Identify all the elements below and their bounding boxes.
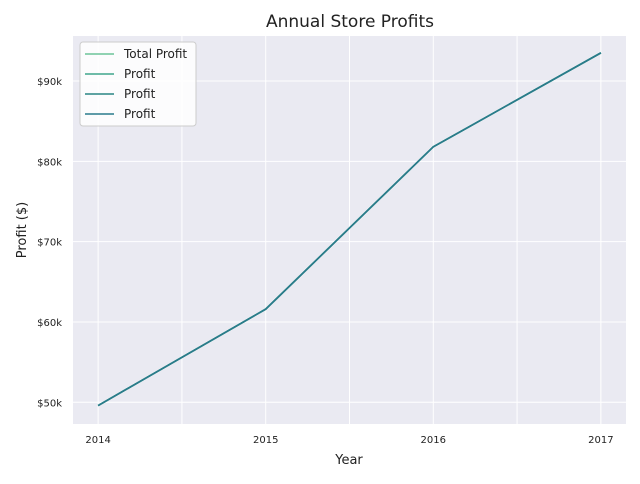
legend-label: Total Profit bbox=[123, 47, 187, 61]
x-tick-label: 2016 bbox=[421, 435, 446, 446]
legend-label: Profit bbox=[124, 87, 156, 101]
legend-label: Profit bbox=[124, 67, 156, 81]
legend-label: Profit bbox=[124, 107, 156, 121]
x-tick-label: 2017 bbox=[588, 435, 613, 446]
legend: Total Profit Profit Profit Profit bbox=[79, 41, 197, 127]
x-tick-label: 2014 bbox=[85, 435, 110, 446]
series-lines bbox=[97, 52, 602, 407]
y-tick-label: $60k bbox=[37, 318, 62, 329]
y-tick-label: $80k bbox=[37, 157, 62, 168]
axis-ticks: 2014 2015 2016 2017 $50k $60k $70k $80k $90k bbox=[37, 77, 613, 446]
y-tick-label: $90k bbox=[37, 77, 62, 88]
grid-lines bbox=[73, 36, 626, 424]
series-line-4 bbox=[97, 52, 602, 407]
legend-box bbox=[79, 41, 197, 127]
x-tick-label: 2015 bbox=[253, 435, 278, 446]
y-axis-label: Profit ($) bbox=[15, 202, 30, 258]
y-tick-label: $50k bbox=[37, 398, 62, 409]
chart-title: Annual Store Profits bbox=[266, 12, 434, 32]
x-axis-label: Year bbox=[334, 453, 363, 468]
y-tick-label: $70k bbox=[37, 238, 62, 249]
